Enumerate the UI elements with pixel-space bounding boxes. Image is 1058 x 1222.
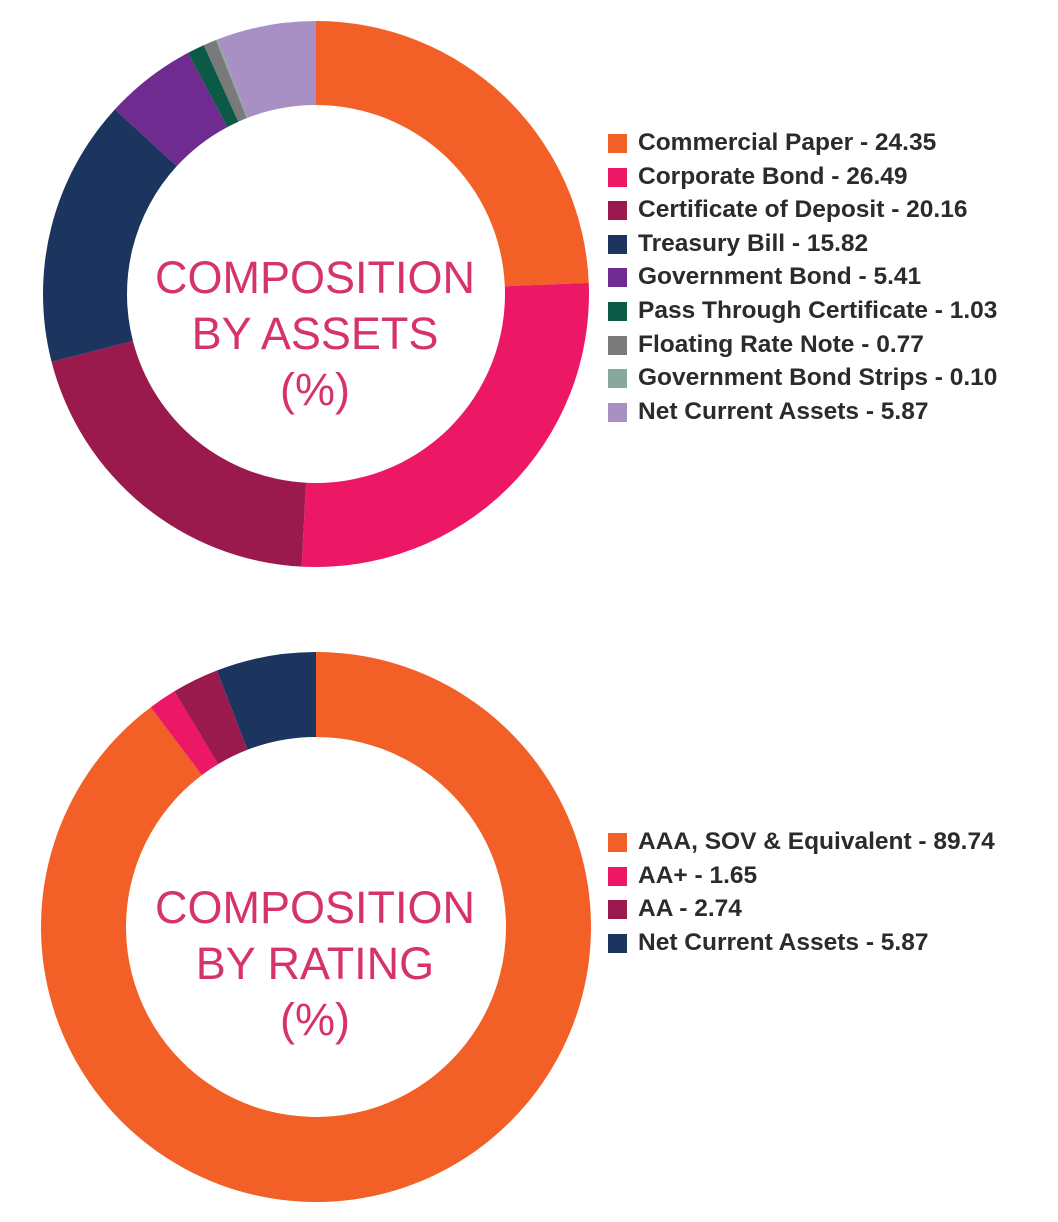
assets-title-line: COMPOSITION (154, 252, 475, 303)
donut-slice-aa (174, 670, 248, 765)
legend-item: Net Current Assets - 5.87 (608, 926, 1008, 960)
legend-label: Floating Rate Note - 0.77 (638, 330, 924, 358)
legend-item: Floating Rate Note - 0.77 (608, 328, 997, 362)
assets-title-line: (%) (280, 364, 350, 415)
composition-by-assets-panel: COMPOSITION BY ASSETS (%) Commercial Pap… (0, 0, 1058, 600)
donut-slice-net-current-assets (216, 652, 316, 750)
legend-swatch (608, 402, 627, 422)
legend-label: Net Current Assets - 5.87 (638, 928, 929, 956)
legend-label: Certificate of Deposit - 20.16 (638, 196, 968, 224)
assets-title-line: BY ASSETS (191, 308, 439, 359)
legend-item: Government Bond - 5.41 (608, 260, 997, 294)
legend-swatch (608, 134, 627, 153)
legend-item: Commercial Paper - 24.35 (608, 126, 997, 160)
rating-title-line: (%) (280, 994, 350, 1045)
legend-label: AA+ - 1.65 (638, 861, 758, 889)
legend-label: Government Bond - 5.41 (638, 263, 922, 291)
legend-label: Net Current Assets - 5.87 (638, 397, 929, 425)
legend-swatch (608, 369, 627, 389)
legend-item: AA - 2.74 (608, 892, 1008, 926)
donut-slice-aaa-sov-equivalent (40, 652, 591, 1202)
legend-swatch (608, 234, 627, 254)
assets-donut-chart (42, 21, 589, 567)
legend-label: AA - 2.74 (638, 895, 742, 923)
legend-item: Treasury Bill - 15.82 (608, 227, 997, 261)
composition-by-rating-panel: COMPOSITION BY RATING (%) AAA, SOV & Equ… (0, 620, 1058, 1222)
legend-swatch (608, 301, 627, 321)
legend-item: AA+ - 1.65 (608, 859, 1008, 893)
donut-slice-commercial-paper (316, 21, 589, 287)
legend-item: Corporate Bond - 26.49 (608, 160, 997, 194)
legend-swatch (608, 900, 627, 920)
donut-slice-treasury-bill (42, 109, 177, 362)
legend-item: Certificate of Deposit - 20.16 (608, 193, 997, 227)
legend-swatch (608, 335, 627, 355)
assets-chart-title: COMPOSITION BY ASSETS (%) (125, 250, 505, 418)
legend-label: AAA, SOV & Equivalent - 89.74 (638, 828, 995, 855)
legend-swatch (608, 167, 627, 187)
donut-slice-government-bond (114, 52, 228, 167)
legend-label: Treasury Bill - 15.82 (638, 229, 869, 257)
legend-swatch (608, 866, 627, 886)
donut-slice-net-current-assets (217, 21, 316, 118)
rating-donut-chart (40, 652, 591, 1202)
rating-title-line: COMPOSITION (154, 882, 475, 933)
legend-label: Corporate Bond - 26.49 (638, 162, 908, 190)
legend-swatch (608, 833, 627, 852)
donut-slice-aa (150, 691, 219, 776)
legend-swatch (608, 201, 627, 221)
donut-slice-certificate-of-deposit (51, 341, 307, 567)
rating-legend: AAA, SOV & Equivalent - 89.74 AA+ - 1.65… (608, 825, 1008, 959)
assets-legend: Commercial Paper - 24.35 Corporate Bond … (608, 126, 997, 428)
legend-swatch (608, 933, 627, 953)
rating-title-line: BY RATING (195, 938, 435, 989)
legend-label: Pass Through Certificate - 1.03 (638, 296, 998, 324)
donut-slice-floating-rate-note (203, 39, 247, 122)
legend-item: Government Bond Strips - 0.10 (608, 361, 997, 395)
donut-slice-government-bond-strips (215, 39, 248, 119)
donut-slice-corporate-bond (301, 282, 589, 567)
donut-slice-pass-through-certificate (187, 45, 239, 128)
legend-item: Pass Through Certificate - 1.03 (608, 294, 997, 328)
legend-label: Government Bond Strips - 0.10 (638, 364, 998, 392)
rating-chart-title: COMPOSITION BY RATING (%) (125, 880, 505, 1048)
legend-swatch (608, 268, 627, 288)
legend-label: Commercial Paper - 24.35 (638, 129, 937, 156)
legend-item: Net Current Assets - 5.87 (608, 395, 997, 429)
legend-item: AAA, SOV & Equivalent - 89.74 (608, 825, 1008, 859)
